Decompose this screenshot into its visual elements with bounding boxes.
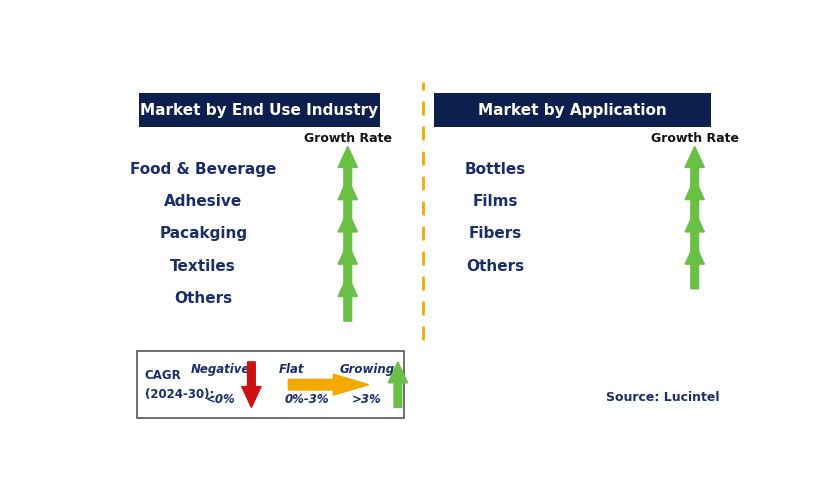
Polygon shape [338,179,357,224]
Text: (2024-30):: (2024-30): [145,387,214,401]
Polygon shape [684,179,704,224]
Text: Adhesive: Adhesive [164,194,242,209]
Polygon shape [684,146,704,192]
Text: Others: Others [174,291,232,306]
Text: Growth Rate: Growth Rate [303,133,392,145]
Polygon shape [338,211,357,256]
Text: Food & Beverage: Food & Beverage [130,162,276,177]
Polygon shape [388,362,407,407]
Text: Fibers: Fibers [469,226,522,241]
Text: Market by Application: Market by Application [478,103,667,118]
Text: >3%: >3% [352,393,382,406]
Polygon shape [684,243,704,289]
Text: <0%: <0% [205,393,235,406]
Text: CAGR: CAGR [145,369,181,382]
Polygon shape [338,146,357,192]
Text: 0%-3%: 0%-3% [285,393,330,406]
FancyBboxPatch shape [434,93,710,128]
Text: Growing: Growing [339,363,394,376]
Text: Market by End Use Industry: Market by End Use Industry [140,103,378,118]
Text: Others: Others [466,258,524,274]
Polygon shape [288,374,368,395]
FancyBboxPatch shape [137,352,403,418]
Text: Negative: Negative [190,363,250,376]
Text: Growth Rate: Growth Rate [650,133,738,145]
Polygon shape [242,362,261,407]
Text: Textiles: Textiles [170,258,236,274]
Polygon shape [338,276,357,321]
Polygon shape [684,211,704,256]
Text: Films: Films [472,194,518,209]
Text: Flat: Flat [278,363,304,376]
FancyBboxPatch shape [139,93,379,128]
Text: Pacakging: Pacakging [159,226,247,241]
Text: Bottles: Bottles [465,162,526,177]
Polygon shape [338,243,357,289]
Text: Source: Lucintel: Source: Lucintel [605,390,719,403]
